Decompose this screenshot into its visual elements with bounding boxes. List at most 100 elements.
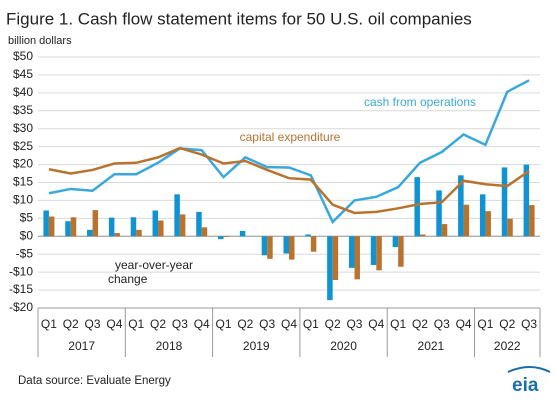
x-tick-label: Q1 (216, 317, 232, 331)
x-tick-label: Q3 (346, 317, 362, 331)
bar (479, 194, 486, 237)
y-tick-label: -$5 (16, 246, 34, 260)
year-label: 2021 (418, 339, 445, 353)
bar (441, 224, 448, 237)
bar (507, 218, 513, 237)
bar (529, 205, 535, 237)
x-tick-label: Q2 (150, 317, 166, 331)
bar (283, 236, 289, 254)
bar (114, 233, 120, 237)
bar (179, 214, 186, 237)
bar (376, 236, 382, 271)
bar (501, 167, 508, 237)
line-label: cash from operations (364, 95, 476, 109)
bar (354, 236, 360, 280)
year-label: 2022 (494, 339, 521, 353)
bar (223, 236, 230, 238)
bar (305, 234, 311, 237)
bar (463, 204, 470, 237)
bar (267, 236, 273, 259)
y-tick-label: $5 (20, 211, 34, 225)
y-tick-label: $30 (13, 121, 33, 135)
y-axis-label: billion dollars (8, 35, 72, 47)
x-tick-label: Q4 (456, 317, 472, 331)
x-tick-label: Q1 (41, 317, 57, 331)
logo: eia (512, 375, 539, 396)
x-tick-label: Q3 (434, 317, 450, 331)
x-tick-label: Q2 (63, 317, 79, 331)
year-label: 2017 (68, 339, 95, 353)
y-tick-label: -$15 (9, 282, 33, 296)
bar (414, 177, 420, 237)
y-tick-label: $15 (13, 175, 33, 189)
bar (458, 175, 464, 237)
x-tick-label: Q2 (325, 317, 341, 331)
y-tick-label: $40 (13, 85, 33, 99)
bar (261, 236, 268, 256)
bar (398, 236, 404, 267)
x-tick-label: Q3 (172, 317, 188, 331)
bar (108, 217, 115, 237)
x-tick-label: Q3 (259, 317, 275, 331)
bar (310, 236, 317, 252)
year-label: 2018 (156, 339, 183, 353)
bar (201, 227, 208, 237)
y-tick-label: $0 (20, 228, 34, 242)
x-tick-label: Q1 (477, 317, 493, 331)
x-tick-label: Q3 (521, 317, 537, 331)
bar (392, 236, 399, 248)
bar (419, 234, 426, 237)
y-tick-label: $50 (13, 49, 33, 63)
y-tick-label: $10 (13, 193, 33, 207)
bar (70, 217, 77, 237)
y-tick-label: $45 (13, 67, 33, 81)
y-tick-label: $25 (13, 139, 33, 153)
x-tick-label: Q4 (368, 317, 384, 331)
bar (152, 210, 159, 237)
x-tick-label: Q4 (194, 317, 210, 331)
line (48, 79, 530, 225)
bar (289, 236, 295, 260)
bar (485, 211, 491, 237)
chart-title: Figure 1. Cash flow statement items for … (6, 9, 472, 28)
year-label: 2019 (243, 339, 270, 353)
bar (92, 210, 99, 237)
bar (174, 194, 180, 237)
y-tick-label: $20 (13, 157, 33, 171)
x-tick-label: Q4 (281, 317, 297, 331)
x-tick-label: Q1 (303, 317, 319, 331)
bar (348, 236, 355, 268)
annotation: year-over-year (115, 258, 193, 272)
y-tick-label: -$10 (9, 264, 33, 278)
annotation: change (108, 272, 148, 286)
year-label: 2020 (330, 339, 357, 353)
source: Data source: Evaluate Energy (18, 375, 171, 387)
bar (370, 236, 377, 265)
bar (130, 217, 137, 237)
bar (239, 230, 246, 237)
bar (48, 216, 55, 237)
x-tick-label: Q2 (237, 317, 253, 331)
logo-arc (507, 366, 551, 373)
line (48, 146, 530, 215)
bar (158, 220, 164, 237)
y-tick-label: -$20 (9, 300, 33, 314)
bar (65, 221, 71, 237)
bar (43, 210, 49, 237)
bar (332, 236, 339, 281)
x-tick-label: Q1 (390, 317, 406, 331)
bar (196, 211, 202, 237)
x-tick-label: Q1 (128, 317, 144, 331)
bar (87, 229, 93, 237)
x-tick-label: Q3 (85, 317, 101, 331)
bar (136, 229, 142, 237)
bar (523, 164, 530, 237)
bar (436, 190, 442, 237)
bar (327, 236, 333, 301)
bar (218, 236, 224, 240)
x-tick-label: Q4 (106, 317, 122, 331)
x-tick-label: Q2 (412, 317, 428, 331)
y-tick-label: $35 (13, 103, 33, 117)
line-label: capital expenditure (240, 130, 341, 144)
